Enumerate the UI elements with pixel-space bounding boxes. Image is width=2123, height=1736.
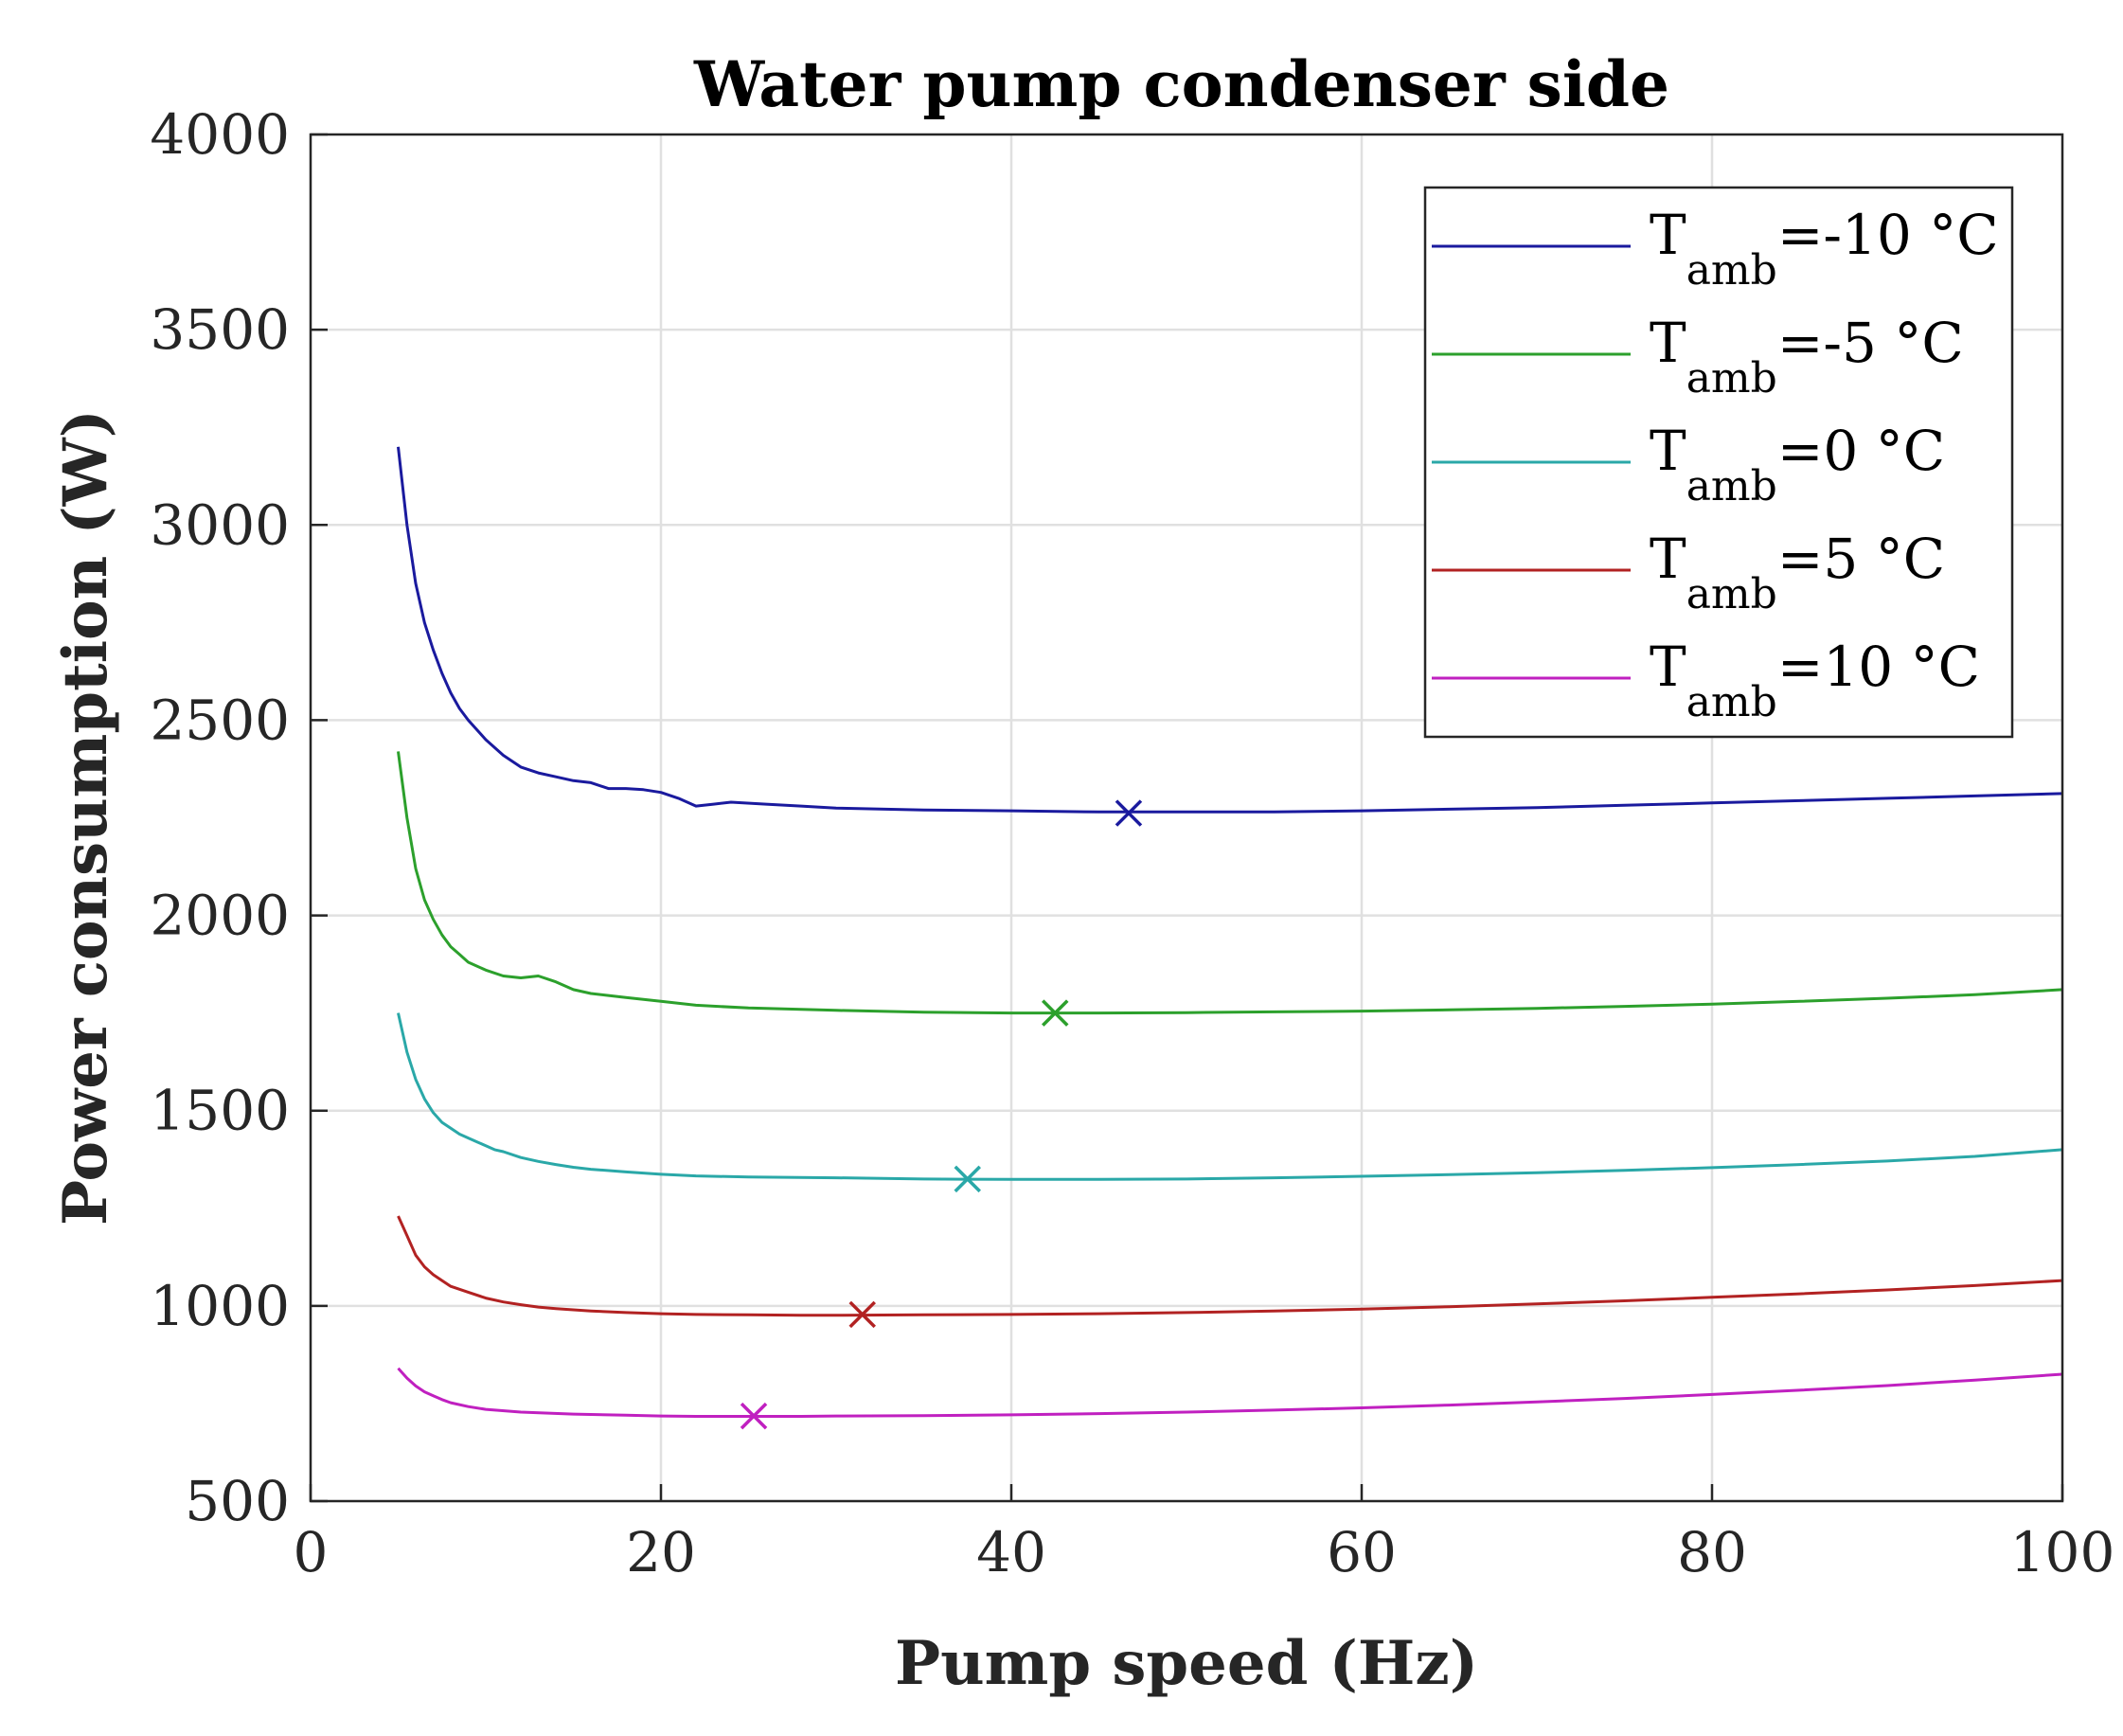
x-tick-label: 80 [1677,1520,1747,1584]
x-tick-label: 100 [2010,1520,2115,1584]
optimum-marker-3 [848,1300,876,1329]
optimum-marker-0 [1115,799,1143,827]
legend-label-1: Tamb=-5 °C [1650,311,1964,403]
legend-label-4: Tamb=10 °C [1650,635,1980,726]
optimum-marker-4 [740,1402,768,1430]
legend-label-3: Tamb=5 °C [1650,527,1945,618]
axis-ticks: 0 20 40 60 80 100 500 1000 1500 2000 2500 3000 3500 4… [150,102,2114,1584]
y-tick-label: 2000 [150,884,290,948]
y-axis-title: Power consumption (W) [50,409,121,1226]
legend-label-0: Tamb=-10 °C [1650,203,1999,295]
series-line-2 [397,1012,2063,1181]
x-tick-label: 60 [1327,1520,1397,1584]
y-tick-label: 1500 [150,1079,290,1143]
legend: Tamb=-10 °C Tamb=-5 °C Tamb=0 °C Tamb=5 °C T… [1423,186,2014,739]
optimum-marker-1 [1042,999,1069,1027]
y-tick-label: 3500 [150,297,290,362]
x-tick-label: 40 [976,1520,1046,1584]
optimum-marker-2 [954,1165,981,1193]
y-tick-label: 3000 [150,492,290,557]
y-tick-label: 2500 [150,688,290,752]
x-axis-title: Pump speed (Hz) [895,1628,1478,1699]
series-line-3 [397,1215,2063,1317]
y-tick-label: 500 [185,1469,290,1533]
y-tick-label: 1000 [150,1274,290,1338]
x-tick-label: 0 [294,1520,329,1584]
legend-label-2: Tamb=0 °C [1650,419,1945,510]
series-layer [397,446,2063,1430]
series-line-1 [397,751,2063,1015]
y-tick-label: 4000 [150,102,290,167]
series-line-4 [397,1367,2063,1418]
plot-frame [309,133,2064,1503]
x-tick-label: 20 [626,1520,696,1584]
chart-title: Water pump condenser side [693,47,1669,121]
series-line-0 [397,446,2063,814]
